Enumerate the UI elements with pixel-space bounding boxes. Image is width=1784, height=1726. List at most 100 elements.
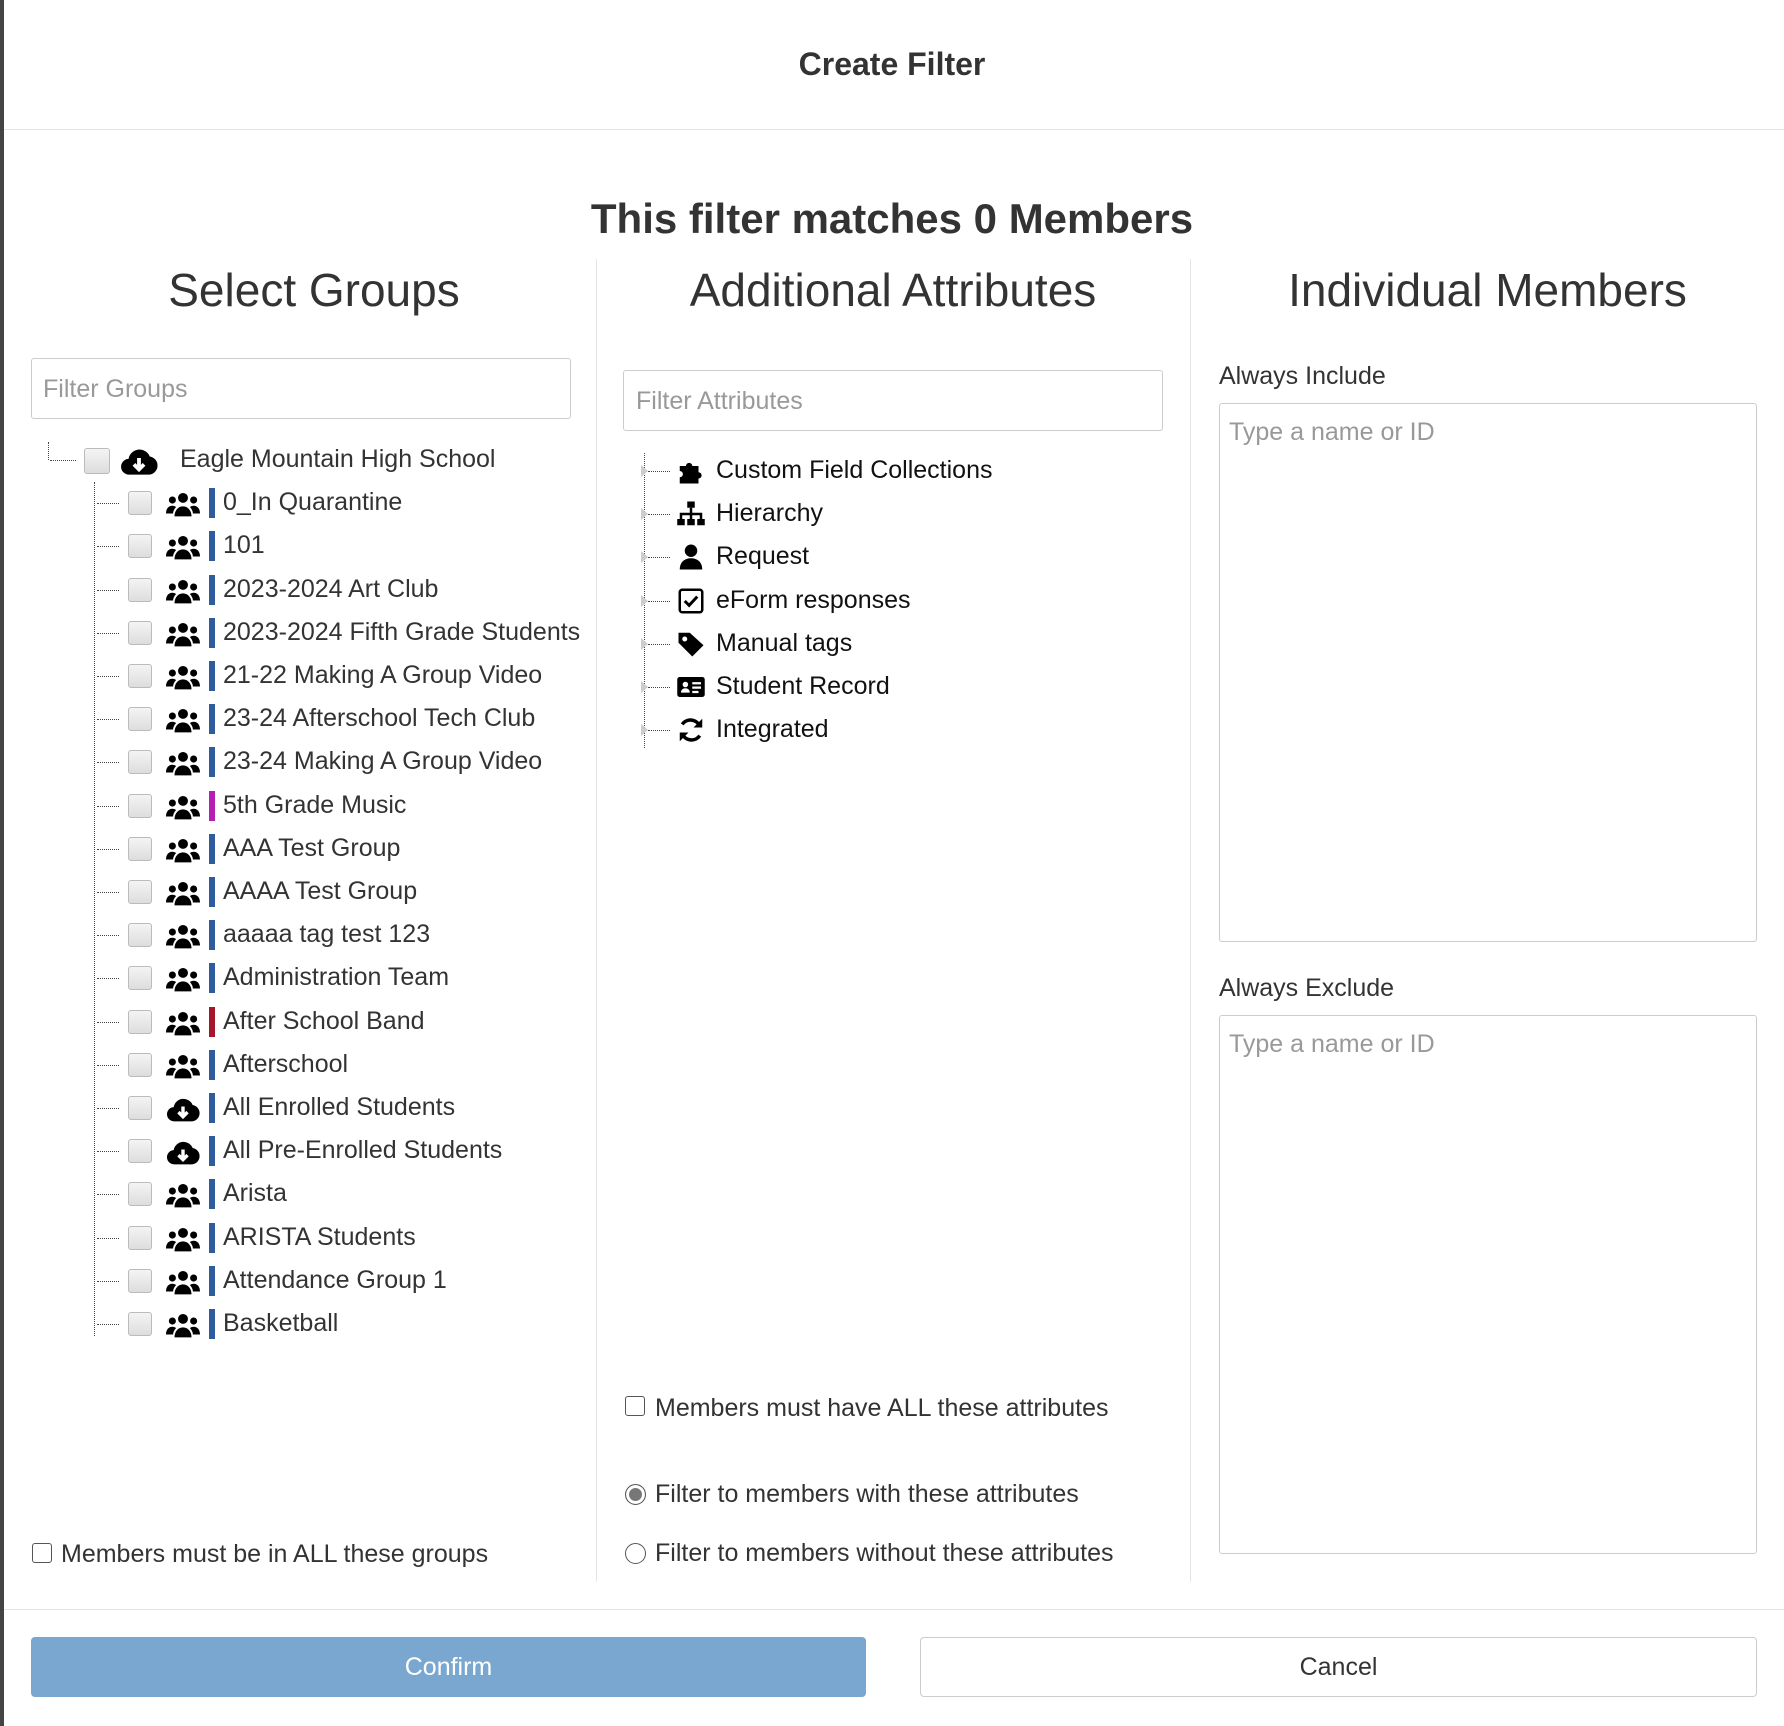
radio-label: Filter to members with these attributes [655,1480,1079,1508]
checkbox[interactable] [128,1009,152,1034]
group-color [209,1049,215,1080]
group-label: All Enrolled Students [223,1093,456,1121]
users-icon [166,881,200,906]
footer-divider [4,1609,1784,1610]
checkbox[interactable] [128,664,152,688]
tree-line [97,1021,119,1023]
include-textarea[interactable] [1219,403,1757,942]
group-color [209,1006,215,1037]
column-heading: Individual Members [1288,264,1687,316]
users-icon [166,579,200,603]
expand-arrow[interactable] [641,465,648,477]
radio-label: Filter to members without these attribut… [655,1539,1114,1567]
radio[interactable] [625,1484,646,1505]
checkbox[interactable] [128,620,152,645]
group-label: 23-24 Afterschool Tech Club [223,704,536,733]
checkbox[interactable] [128,534,152,559]
checkbox[interactable] [128,1052,152,1077]
group-label: Arista [223,1179,287,1208]
group-color [209,574,215,605]
checkbox[interactable] [128,750,152,775]
sync-icon [679,718,703,742]
tree-toggle[interactable] [84,448,110,474]
checkbox[interactable] [128,1312,152,1336]
users-icon [166,622,200,647]
radio[interactable] [625,1543,646,1564]
tree-line [94,482,95,1336]
confirm-button[interactable]: Confirm [31,1637,866,1697]
users-icon [166,1054,200,1079]
group-color [209,747,215,778]
group-color [209,661,215,691]
users-icon [166,536,200,560]
tree-line [97,1237,119,1239]
checkbox[interactable] [32,1543,52,1563]
expand-arrow[interactable] [641,637,648,650]
group-label: Basketball [223,1309,339,1337]
group-color [209,1265,215,1296]
group-label: 2023-2024 Fifth Grade Students [223,617,581,646]
attribute-label: Custom Field Collections [716,456,993,484]
column-divider [596,259,597,1582]
tree-line [97,546,119,548]
puzzle-icon [679,462,702,484]
expand-arrow[interactable] [641,724,648,737]
filter-groups-input[interactable] [31,358,571,419]
checkbox[interactable] [128,1268,152,1293]
checkbox[interactable] [128,1225,152,1250]
group-label: AAAA Test Group [223,877,418,905]
placeholder: Type a name or ID [1229,1030,1435,1058]
checkbox[interactable] [128,1096,152,1120]
group-label: All Pre-Enrolled Students [223,1136,503,1165]
group-color [209,1136,215,1167]
header-divider [4,129,1784,130]
toggle-label: Members must have ALL these attributes [655,1394,1109,1422]
checkbox[interactable] [128,491,152,516]
checkbox[interactable] [128,1182,152,1207]
checkbox[interactable] [128,966,152,991]
idcard-icon [677,677,705,697]
checkbox[interactable] [128,793,152,818]
tree-line [97,762,119,764]
checkbox[interactable] [128,880,152,904]
attribute-label: Hierarchy [716,499,823,528]
tree-line [648,514,670,516]
checkbox[interactable] [128,1139,152,1164]
cloud-icon [166,1142,200,1165]
group-color [209,963,215,994]
checkbox[interactable] [625,1396,645,1416]
exclude-textarea[interactable] [1219,1015,1757,1554]
filter-attributes-input[interactable] [623,370,1163,431]
placeholder: Filter Groups [43,375,188,403]
group-label: 23-24 Making A Group Video [223,747,543,776]
expand-arrow[interactable] [641,551,648,564]
field-label: Always Exclude [1219,974,1395,1002]
attribute-label: Student Record [716,672,890,700]
users-icon [166,795,200,819]
group-color [209,1179,215,1210]
tree-line [648,730,670,732]
group-label: 101 [223,531,265,560]
group-label: 21-22 Making A Group Video [223,661,543,689]
tree-line [648,600,670,602]
expand-arrow[interactable] [641,508,648,521]
group-label: After School Band [223,1006,425,1035]
users-icon [166,709,200,733]
tree-line [97,892,119,893]
checkbox[interactable] [128,577,152,602]
expand-arrow[interactable] [641,681,648,693]
field-label: Always Include [1219,362,1386,390]
tree-line [50,460,76,461]
group-color [209,704,215,735]
checkbox[interactable] [128,923,152,948]
cancel-button[interactable]: Cancel [920,1637,1757,1697]
checkbox[interactable] [128,836,152,861]
users-icon [166,968,200,992]
tree-line [97,935,119,937]
users-icon [166,1184,200,1208]
expand-arrow[interactable] [641,594,648,607]
check-icon [678,588,704,614]
checkbox[interactable] [128,707,152,732]
group-color [209,1222,215,1253]
